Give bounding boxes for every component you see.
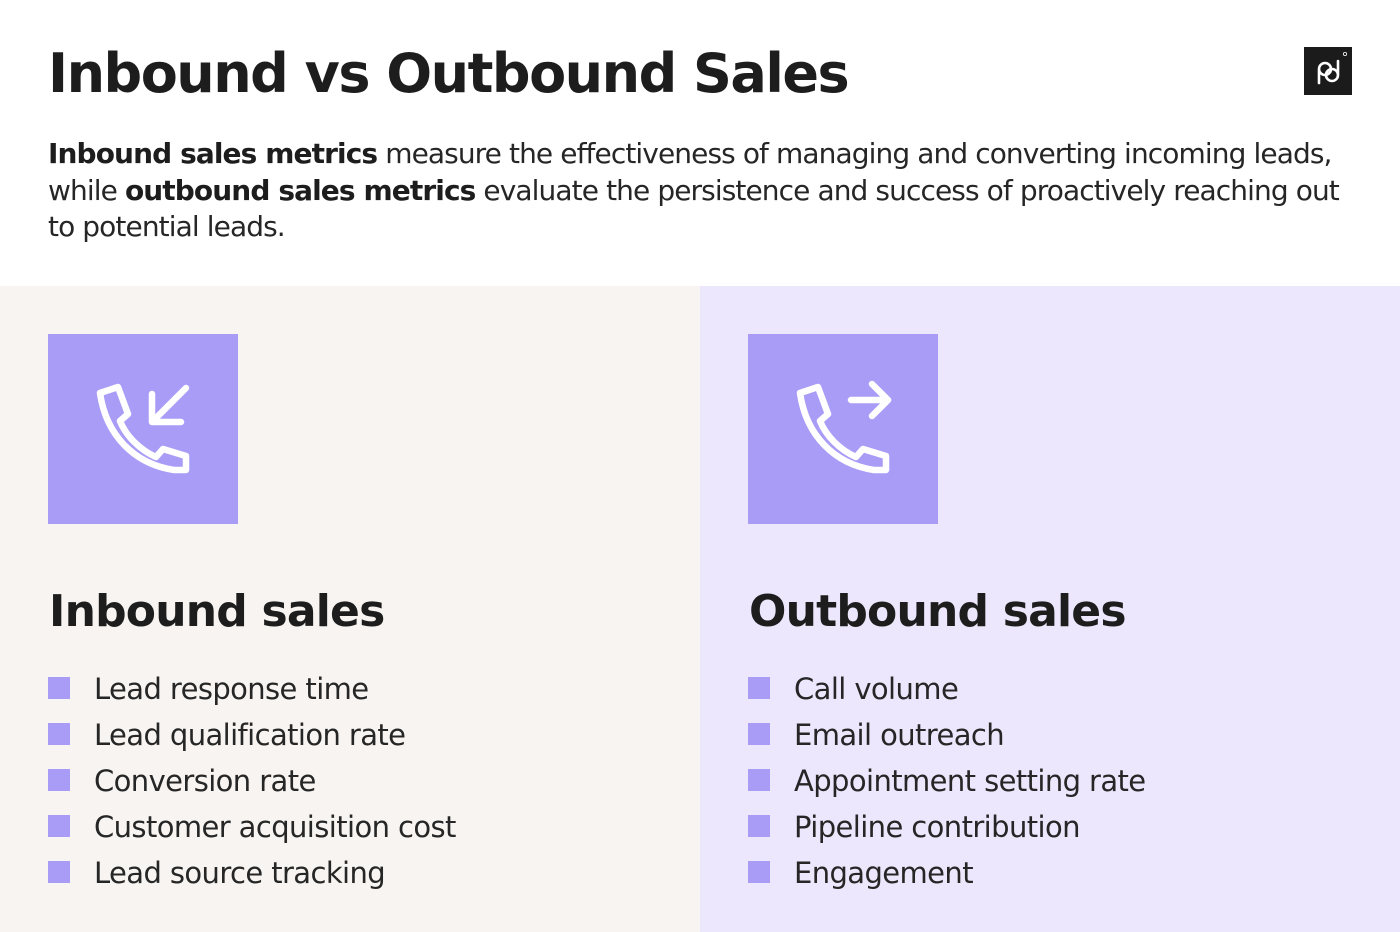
list-item: Customer acquisition cost bbox=[48, 804, 456, 850]
outgoing-call-icon bbox=[748, 334, 938, 524]
square-bullet-icon bbox=[748, 861, 770, 883]
square-bullet-icon bbox=[48, 769, 70, 791]
inbound-panel: Inbound sales Lead response time Lead qu… bbox=[0, 286, 700, 932]
list-item: Lead source tracking bbox=[48, 850, 456, 896]
page-title: Inbound vs Outbound Sales bbox=[48, 42, 850, 105]
list-item: Lead qualification rate bbox=[48, 712, 456, 758]
intro-text-2: evaluate the persistence and success of … bbox=[48, 173, 1340, 244]
square-bullet-icon bbox=[48, 861, 70, 883]
square-bullet-icon bbox=[748, 677, 770, 699]
list-item-label: Call volume bbox=[794, 672, 959, 706]
list-item-label: Engagement bbox=[794, 856, 974, 890]
list-item-label: Lead response time bbox=[94, 672, 369, 706]
list-item-label: Lead source tracking bbox=[94, 856, 386, 890]
list-item: Conversion rate bbox=[48, 758, 456, 804]
list-item: Engagement bbox=[748, 850, 1146, 896]
square-bullet-icon bbox=[748, 723, 770, 745]
list-item: Email outreach bbox=[748, 712, 1146, 758]
square-bullet-icon bbox=[48, 815, 70, 837]
intro-bold-inbound: Inbound sales metrics bbox=[48, 137, 378, 170]
list-item-label: Pipeline contribution bbox=[794, 810, 1080, 844]
outbound-panel: Outbound sales Call volume Email outreac… bbox=[700, 286, 1400, 932]
square-bullet-icon bbox=[48, 677, 70, 699]
list-item-label: Lead qualification rate bbox=[94, 718, 406, 752]
list-item: Pipeline contribution bbox=[748, 804, 1146, 850]
header: Inbound vs Outbound Sales Inbound sales … bbox=[0, 0, 1400, 286]
list-item: Lead response time bbox=[48, 666, 456, 712]
list-item-label: Conversion rate bbox=[94, 764, 316, 798]
list-item: Appointment setting rate bbox=[748, 758, 1146, 804]
square-bullet-icon bbox=[748, 815, 770, 837]
list-item-label: Appointment setting rate bbox=[794, 764, 1146, 798]
incoming-call-icon bbox=[48, 334, 238, 524]
inbound-metric-list: Lead response time Lead qualification ra… bbox=[48, 666, 456, 896]
square-bullet-icon bbox=[748, 769, 770, 791]
outbound-metric-list: Call volume Email outreach Appointment s… bbox=[748, 666, 1146, 896]
list-item-label: Customer acquisition cost bbox=[94, 810, 456, 844]
intro-text: Inbound sales metrics measure the effect… bbox=[48, 136, 1368, 246]
intro-bold-outbound: outbound sales metrics bbox=[124, 173, 476, 207]
intro-text-1: measure the effectiveness of managing an… bbox=[48, 137, 1332, 207]
list-item-label: Email outreach bbox=[794, 718, 1005, 752]
outbound-title: Outbound sales bbox=[749, 586, 1127, 637]
list-item: Call volume bbox=[748, 666, 1146, 712]
square-bullet-icon bbox=[48, 723, 70, 745]
pipedrive-logo-icon bbox=[1304, 47, 1352, 95]
inbound-title: Inbound sales bbox=[49, 586, 385, 637]
